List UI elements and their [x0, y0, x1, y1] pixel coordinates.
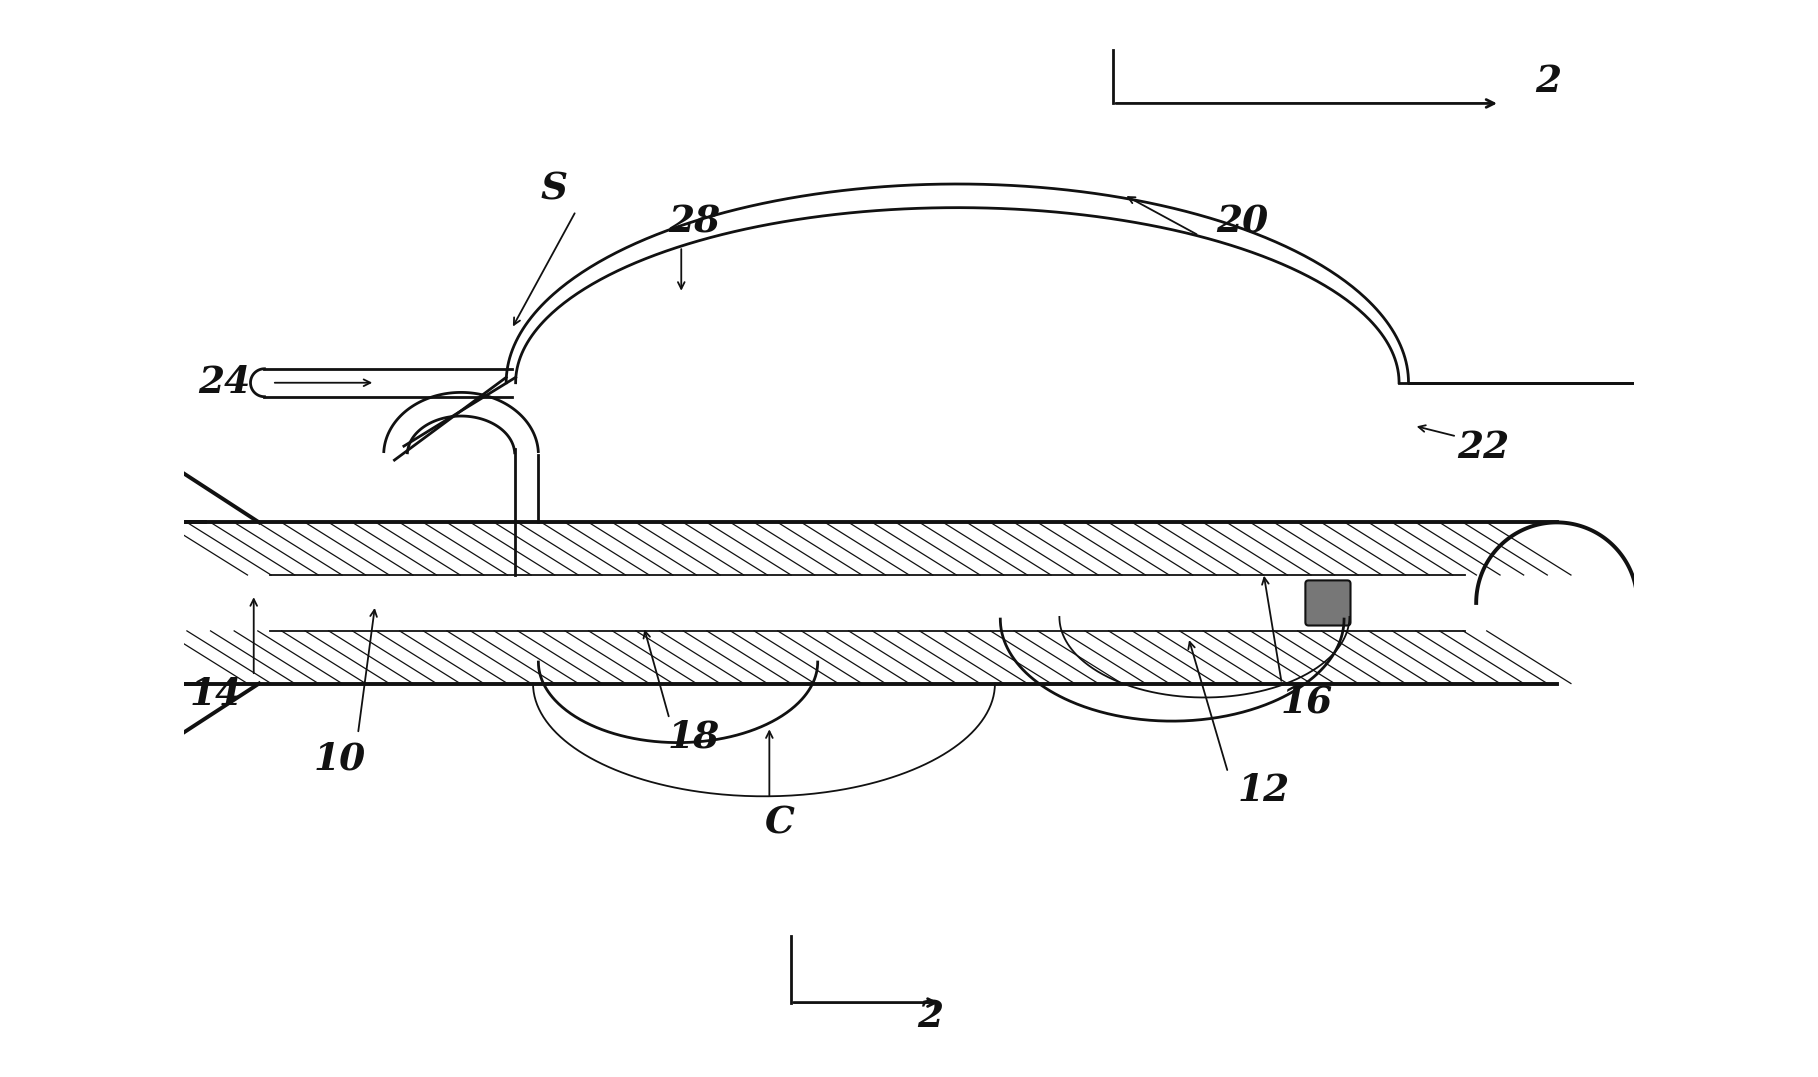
- Text: 10: 10: [313, 740, 365, 778]
- Text: C: C: [765, 805, 794, 841]
- Text: 24: 24: [198, 364, 251, 402]
- Text: 22: 22: [1458, 429, 1509, 465]
- Text: 12: 12: [1238, 772, 1289, 810]
- Text: 14: 14: [191, 675, 242, 713]
- Text: 18: 18: [667, 718, 720, 756]
- Text: S: S: [542, 171, 567, 208]
- Text: 28: 28: [667, 204, 720, 240]
- Text: 16: 16: [1280, 683, 1333, 721]
- Text: 2: 2: [1534, 64, 1562, 100]
- Text: 2: 2: [918, 998, 944, 1035]
- Text: 20: 20: [1216, 204, 1269, 240]
- FancyBboxPatch shape: [1305, 581, 1351, 626]
